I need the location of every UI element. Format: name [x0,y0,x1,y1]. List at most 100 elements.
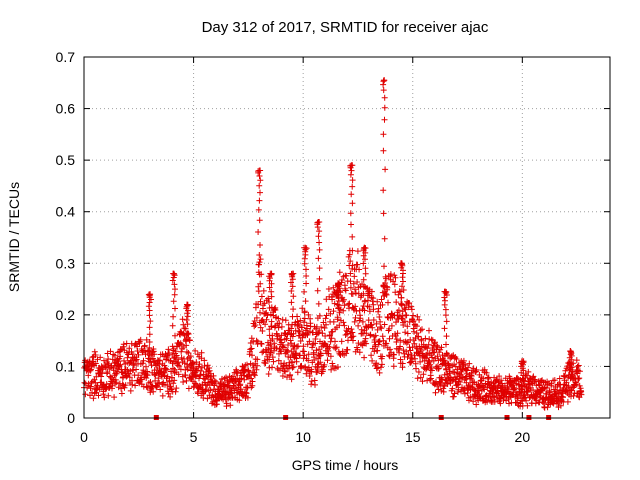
data-point [315,233,322,240]
y-tick-label: 0.1 [56,358,76,374]
x-tick-label: 0 [80,429,88,445]
data-point [279,373,286,379]
data-point [120,341,127,348]
data-point [407,347,414,354]
data-point [163,354,170,360]
data-point [316,246,323,253]
data-point [164,373,171,380]
data-point [315,219,322,225]
data-point [375,305,382,312]
data-point [321,325,328,331]
data-point [397,288,404,295]
data-point [257,298,264,305]
data-point [107,348,114,355]
data-point [303,280,310,287]
y-tick-label: 0.4 [56,204,76,220]
data-point [398,294,405,301]
data-point [380,131,387,138]
data-point [519,386,526,393]
data-point [328,335,335,342]
data-point [266,305,273,311]
data-point [348,191,355,198]
data-point [345,325,352,332]
data-point [171,355,177,362]
data-point [256,173,263,179]
data-point [184,310,191,317]
data-point [347,270,354,277]
data-point [183,317,190,323]
data-point [119,381,126,388]
data-point [178,348,185,355]
data-point [519,375,526,382]
data-point [165,390,172,397]
data-point [256,252,263,258]
data-point [314,315,321,322]
data-point [143,363,149,370]
data-point [399,360,406,367]
data-point [144,372,151,379]
data-point [321,340,328,347]
data-point [371,337,378,343]
data-point [302,251,309,258]
data-point [306,373,313,379]
data-point [281,367,288,374]
data-point [111,394,118,401]
data-point [441,301,448,308]
data-point [349,262,356,269]
data-point [285,365,292,372]
data-point [524,402,531,409]
data-point [461,390,468,397]
data-point [417,327,424,334]
data-point [249,378,256,385]
data-point [344,328,351,335]
data-point [259,328,266,334]
data-point [265,295,272,302]
data-point [410,312,417,319]
data-point [297,338,304,344]
data-point [308,378,315,385]
data-point [381,94,388,101]
data-point [374,347,381,354]
data-point [377,324,384,330]
data-point [305,357,312,364]
data-point [435,386,442,393]
data-point [275,357,282,364]
data-point [298,324,305,331]
data-point [567,364,574,371]
data-point [361,354,368,361]
data-point [183,377,190,384]
data-point [157,386,164,393]
data-point [374,326,381,333]
data-point [442,306,449,313]
data-point [378,364,384,371]
data-point [532,400,539,407]
data-point [173,385,180,392]
data-point [354,279,361,285]
data-point [172,286,178,293]
data-point [315,255,322,262]
data-point [381,235,388,242]
x-tick-label: 15 [405,429,421,445]
data-point [149,355,156,362]
data-point [338,338,345,345]
data-point [257,324,264,331]
data-point [288,279,294,286]
data-point [381,116,388,123]
data-point [434,353,441,360]
data-point [249,352,255,359]
data-point [204,362,211,369]
data-point [304,325,310,332]
data-point [425,341,432,348]
data-point [192,347,199,354]
data-point [211,377,218,384]
data-point [145,303,152,310]
data-point [82,391,89,398]
data-point [171,291,178,298]
data-point [206,367,213,374]
data-point [262,360,269,367]
data-point [532,377,539,384]
data-point [301,288,308,295]
data-point [413,365,419,372]
data-point [111,352,118,359]
data-point [183,336,189,343]
